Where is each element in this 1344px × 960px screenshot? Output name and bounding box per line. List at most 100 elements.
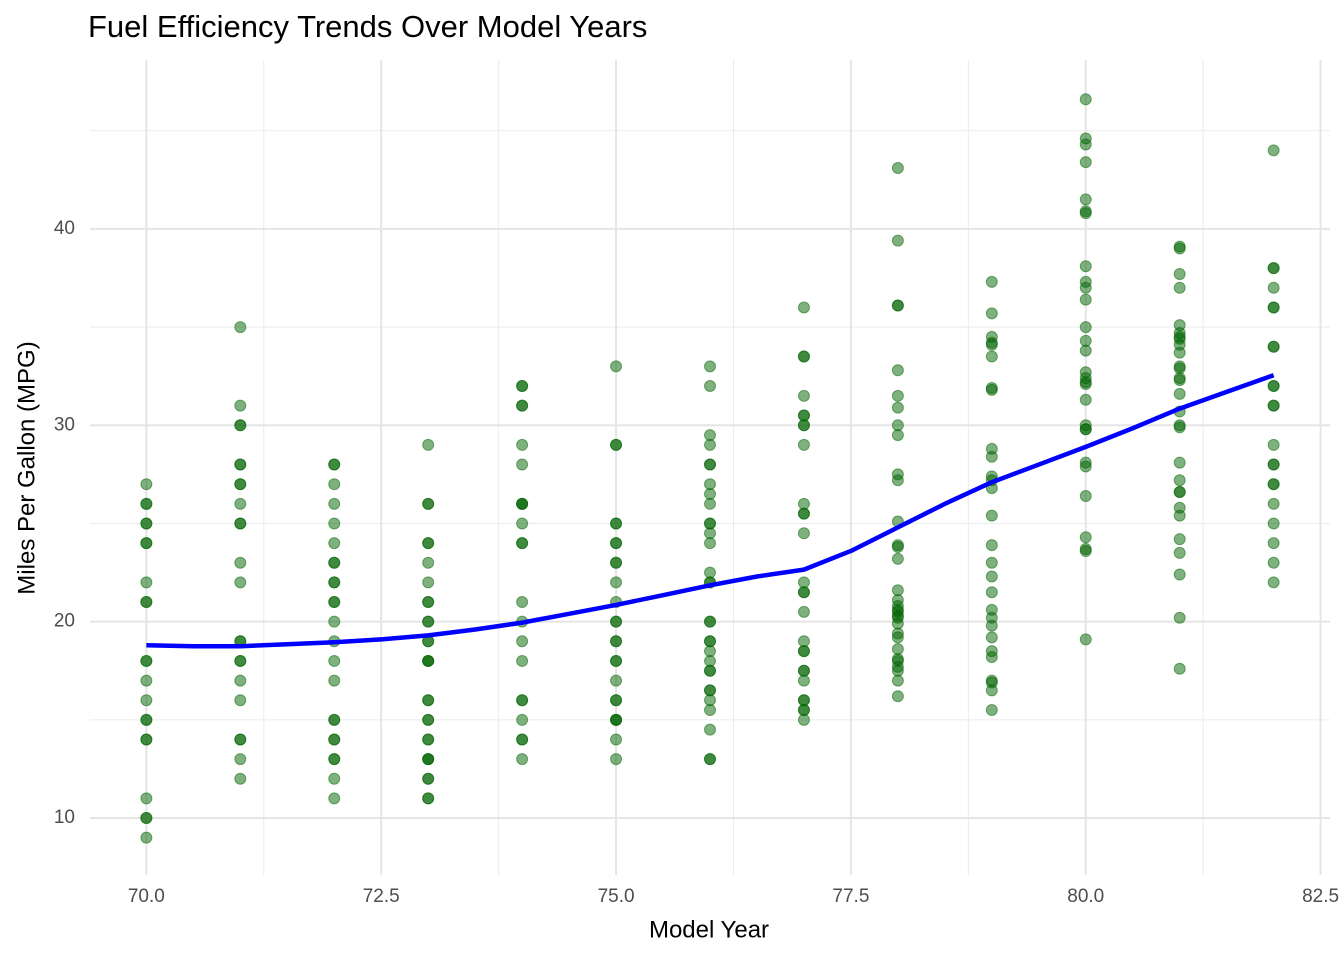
point bbox=[1079, 344, 1092, 357]
point bbox=[797, 605, 810, 618]
point bbox=[422, 596, 435, 609]
point bbox=[704, 360, 716, 373]
point bbox=[610, 615, 623, 628]
point bbox=[1173, 421, 1186, 434]
point bbox=[140, 733, 153, 746]
point bbox=[234, 674, 247, 687]
x-tick-label: 70.0 bbox=[128, 886, 165, 907]
point bbox=[1173, 268, 1186, 281]
point bbox=[1267, 399, 1280, 412]
point bbox=[140, 596, 153, 609]
point bbox=[891, 690, 904, 703]
point bbox=[140, 831, 153, 844]
point bbox=[985, 307, 998, 320]
point bbox=[234, 517, 247, 530]
point bbox=[328, 792, 341, 805]
point bbox=[1079, 93, 1092, 106]
point bbox=[985, 338, 998, 351]
point bbox=[140, 674, 153, 687]
y-tick-label: 40 bbox=[54, 218, 75, 239]
point bbox=[328, 478, 341, 491]
point bbox=[891, 429, 904, 442]
point bbox=[704, 704, 716, 717]
point bbox=[704, 664, 716, 677]
point bbox=[1173, 281, 1186, 294]
smooth-line bbox=[146, 373, 1275, 649]
x-tick-label: 80.0 bbox=[1067, 886, 1104, 907]
point bbox=[1079, 207, 1092, 220]
point bbox=[516, 497, 529, 510]
point bbox=[328, 556, 341, 569]
point bbox=[797, 674, 810, 687]
point bbox=[704, 380, 716, 392]
point bbox=[704, 458, 716, 471]
point bbox=[1173, 242, 1186, 255]
point bbox=[516, 458, 529, 471]
point bbox=[516, 380, 529, 392]
point bbox=[704, 723, 716, 736]
point bbox=[891, 162, 904, 175]
point bbox=[1079, 193, 1092, 206]
point bbox=[1079, 281, 1092, 294]
point bbox=[985, 383, 998, 396]
point bbox=[422, 654, 435, 667]
point bbox=[1079, 293, 1092, 306]
point bbox=[516, 596, 529, 609]
point bbox=[610, 753, 623, 766]
point bbox=[610, 635, 623, 648]
point bbox=[422, 772, 435, 785]
point bbox=[516, 399, 529, 412]
point bbox=[328, 753, 341, 766]
point bbox=[140, 713, 153, 726]
point bbox=[1267, 478, 1280, 491]
point bbox=[891, 234, 904, 247]
point bbox=[234, 556, 247, 569]
point bbox=[1173, 533, 1186, 546]
y-tick-label: 20 bbox=[54, 611, 75, 632]
point bbox=[516, 713, 529, 726]
point bbox=[140, 478, 153, 491]
point bbox=[1079, 138, 1092, 151]
point bbox=[1267, 380, 1280, 392]
point bbox=[422, 713, 435, 726]
point bbox=[610, 576, 623, 589]
point bbox=[234, 694, 247, 707]
point bbox=[1267, 262, 1280, 275]
point bbox=[422, 537, 435, 550]
point bbox=[797, 438, 810, 451]
point bbox=[422, 694, 435, 707]
point bbox=[610, 360, 623, 373]
point bbox=[1267, 340, 1280, 353]
x-tick-label: 82.5 bbox=[1302, 886, 1339, 907]
point bbox=[516, 654, 529, 667]
point bbox=[797, 645, 810, 658]
point bbox=[891, 631, 904, 644]
point bbox=[985, 539, 998, 552]
point bbox=[891, 474, 904, 487]
point bbox=[422, 438, 435, 451]
chart-title: Fuel Efficiency Trends Over Model Years bbox=[88, 9, 647, 44]
point bbox=[704, 753, 716, 766]
point bbox=[985, 509, 998, 522]
point bbox=[985, 651, 998, 664]
point bbox=[140, 792, 153, 805]
point bbox=[328, 537, 341, 550]
y-tick-label: 10 bbox=[54, 807, 75, 828]
point bbox=[1173, 546, 1186, 559]
point bbox=[891, 299, 904, 312]
point bbox=[891, 674, 904, 687]
point bbox=[140, 576, 153, 589]
point bbox=[422, 733, 435, 746]
point bbox=[985, 684, 998, 697]
point bbox=[1267, 301, 1280, 314]
point bbox=[234, 419, 247, 432]
point bbox=[1267, 576, 1280, 589]
point bbox=[985, 619, 998, 632]
point bbox=[704, 537, 716, 550]
point bbox=[140, 694, 153, 707]
point bbox=[516, 517, 529, 530]
point bbox=[328, 517, 341, 530]
point bbox=[985, 586, 998, 599]
point bbox=[985, 570, 998, 583]
point bbox=[1267, 556, 1280, 569]
